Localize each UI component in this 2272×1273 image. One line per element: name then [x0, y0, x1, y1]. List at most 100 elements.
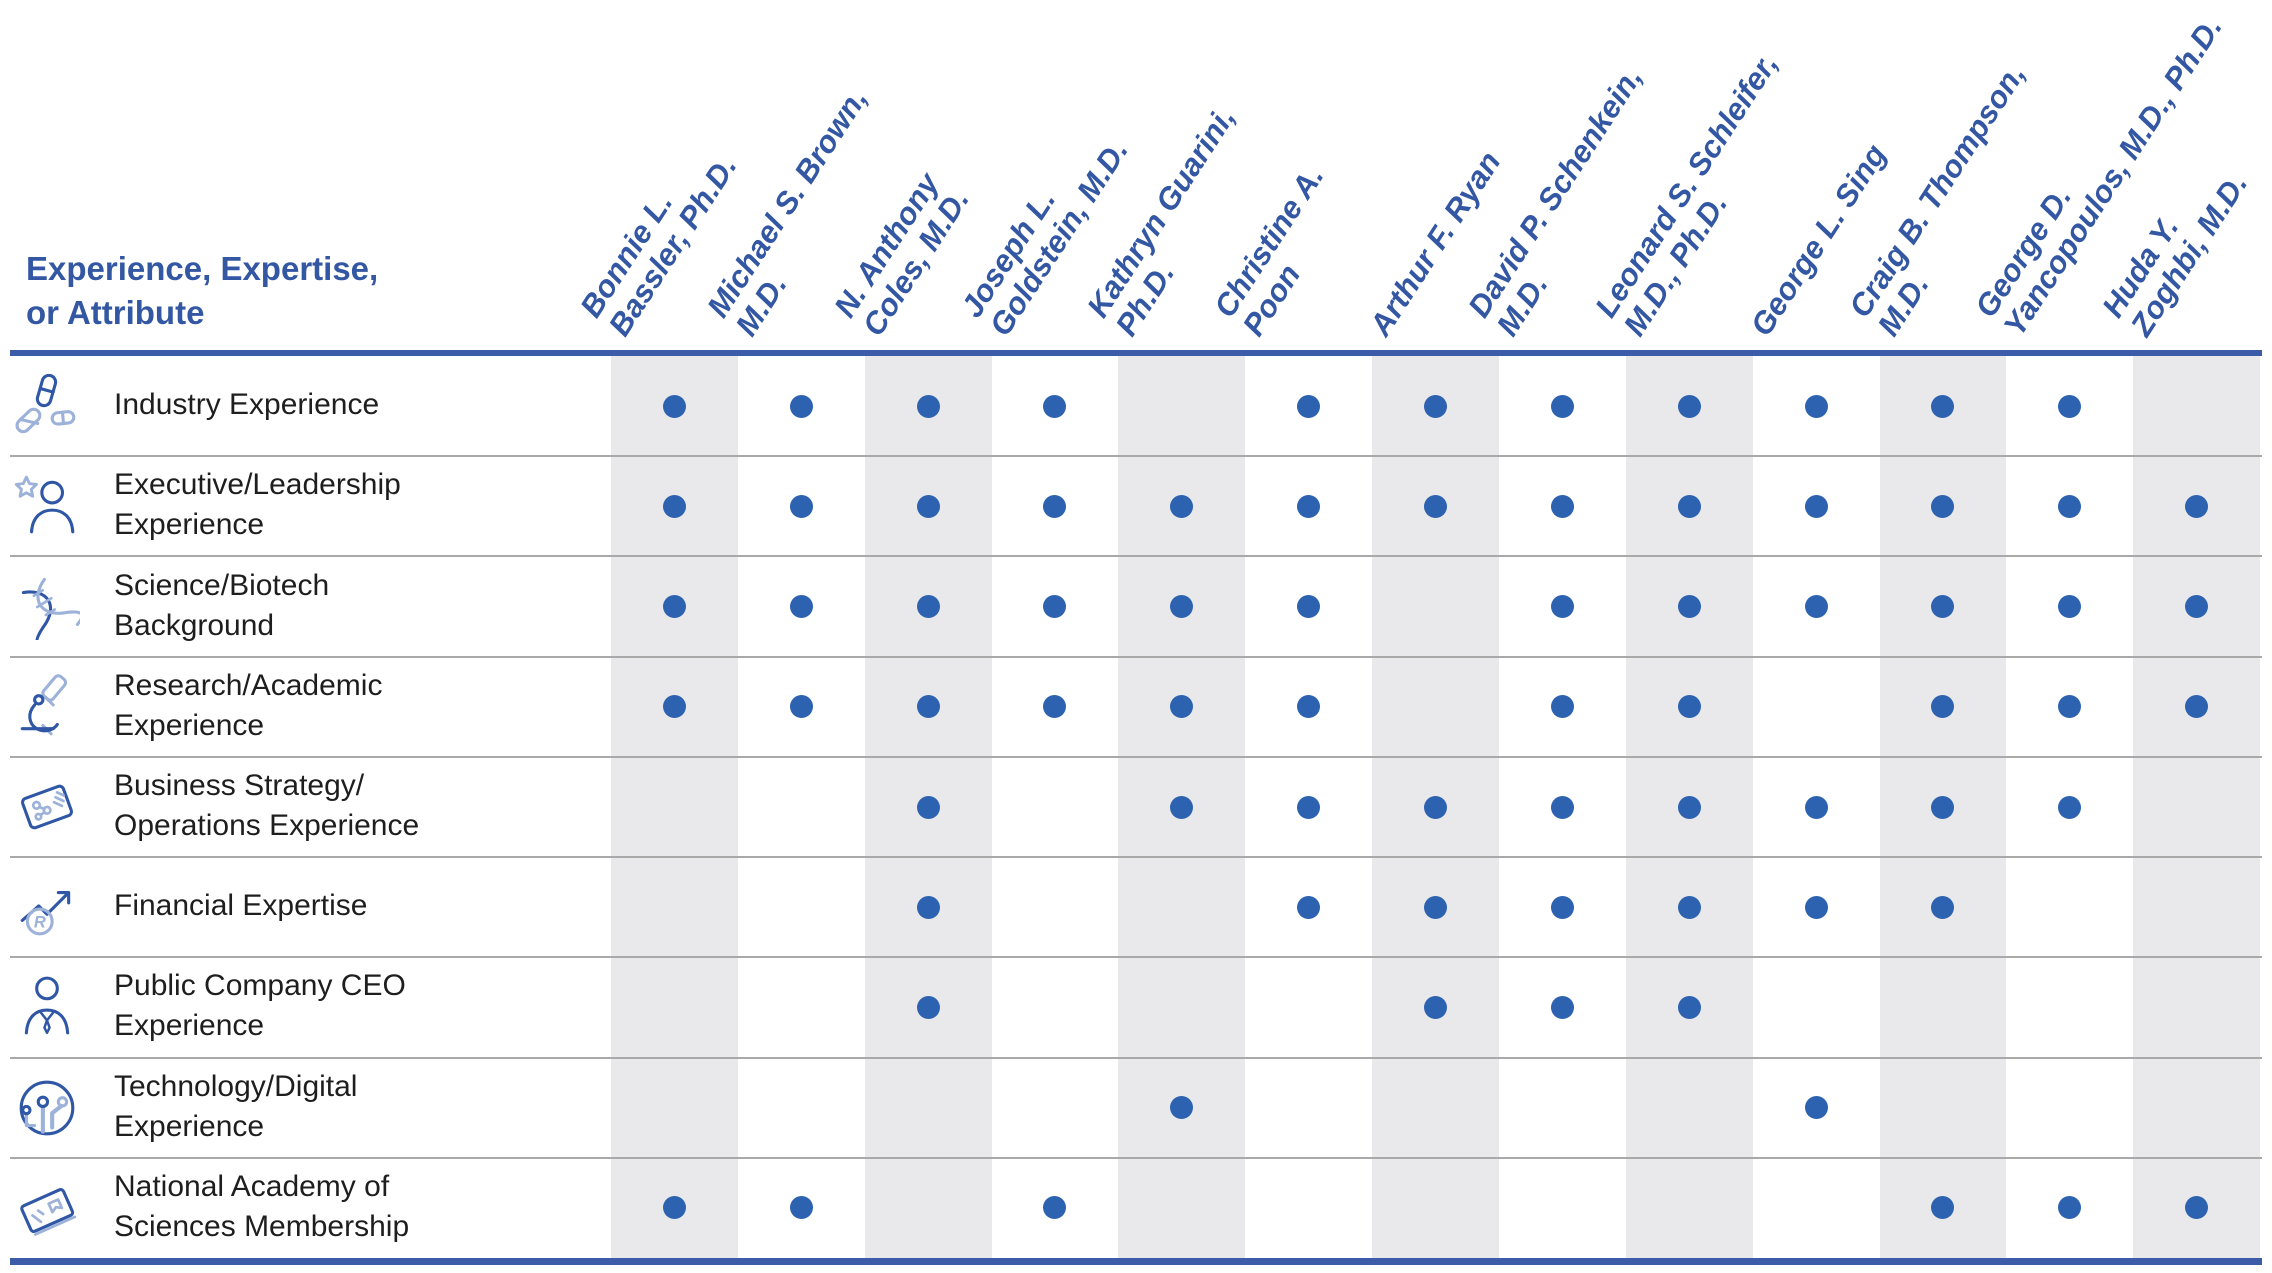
attribute-dot — [1170, 494, 1194, 518]
attribute-dot — [1170, 795, 1194, 819]
row-separator — [10, 655, 2262, 658]
attribute-dot — [2058, 494, 2082, 518]
attribute-dot — [1043, 494, 1067, 518]
attribute-dot — [916, 394, 940, 418]
leader-icon — [14, 476, 75, 534]
row-label-line2: Experience — [114, 708, 265, 742]
attribute-dot — [1931, 895, 1955, 919]
microscope-icon — [20, 673, 68, 736]
attribute-dot — [662, 1196, 686, 1220]
attribute-dot — [1931, 494, 1955, 518]
attribute-dot — [1297, 394, 1321, 418]
academy-icon — [14, 1175, 80, 1241]
attribute-dot — [1550, 695, 1574, 719]
row-label: Research/Academic Experience — [114, 666, 382, 746]
pills-icon — [15, 373, 76, 434]
row-separator — [10, 455, 2262, 458]
attribute-dot — [662, 595, 686, 619]
attribute-dot — [1931, 795, 1955, 819]
row-label: Business Strategy/Operations Experience — [114, 766, 419, 846]
attribute-dot — [916, 995, 940, 1019]
attribute-dot — [2185, 695, 2209, 719]
attribute-dot — [2058, 595, 2082, 619]
attribute-dot — [1677, 695, 1701, 719]
matrix-title-line2: or Attribute — [26, 294, 205, 331]
attribute-dot — [1804, 494, 1828, 518]
attribute-dot — [1043, 595, 1067, 619]
attribute-dot — [1804, 795, 1828, 819]
attribute-dot — [789, 494, 813, 518]
row-label: Financial Expertise — [114, 886, 367, 926]
attribute-dot — [1550, 895, 1574, 919]
pills-icon — [14, 373, 80, 439]
tech-icon — [19, 1080, 75, 1135]
attribute-dot — [1550, 494, 1574, 518]
strategy-icon — [20, 784, 74, 830]
attribute-dot — [1170, 1096, 1194, 1120]
row-label-line1: Executive/Leadership — [114, 468, 401, 502]
attribute-dot — [1677, 494, 1701, 518]
academy-icon — [20, 1187, 77, 1236]
matrix-title: Experience, Expertise, or Attribute — [26, 247, 378, 335]
row-label-line1: Technology/Digital — [114, 1069, 358, 1103]
attribute-dot — [2058, 394, 2082, 418]
attribute-dot — [1931, 695, 1955, 719]
attribute-dot — [789, 1196, 813, 1220]
attribute-dot — [916, 695, 940, 719]
attribute-dot — [1677, 995, 1701, 1019]
row-separator — [10, 856, 2262, 859]
attribute-dot — [916, 795, 940, 819]
attribute-dot — [1424, 494, 1448, 518]
row-label: Industry Experience — [114, 385, 379, 425]
tech-icon — [14, 1075, 80, 1141]
attribute-dot — [1550, 995, 1574, 1019]
dna-icon — [21, 577, 80, 640]
svg-text:R: R — [34, 914, 46, 932]
attribute-dot — [1804, 595, 1828, 619]
attribute-dot — [789, 595, 813, 619]
attribute-dot — [1043, 394, 1067, 418]
attribute-dot — [2185, 1196, 2209, 1220]
row-separator — [10, 956, 2262, 959]
attribute-dot — [1677, 895, 1701, 919]
row-label-line1: National Academy of — [114, 1169, 390, 1203]
column-band — [611, 356, 738, 1258]
attribute-dot — [2185, 595, 2209, 619]
row-label-line1: Financial Expertise — [114, 889, 368, 923]
leader-icon — [14, 473, 80, 539]
attribute-dot — [662, 394, 686, 418]
row-label-line1: Industry Experience — [114, 388, 380, 422]
row-label-line1: Research/Academic — [114, 668, 383, 702]
row-label-line2: Experience — [114, 1109, 265, 1143]
attribute-dot — [916, 494, 940, 518]
row-label: Executive/Leadership Experience — [114, 465, 401, 545]
attribute-dot — [1043, 1196, 1067, 1220]
row-separator — [10, 1056, 2262, 1059]
strategy-icon — [14, 774, 80, 840]
row-label-line2: Background — [114, 608, 275, 642]
attribute-dot — [1677, 394, 1701, 418]
column-band — [2133, 356, 2261, 1258]
attribute-dot — [1170, 595, 1194, 619]
attribute-dot — [1550, 394, 1574, 418]
attribute-dot — [1424, 394, 1448, 418]
row-separator — [10, 1156, 2262, 1159]
row-label: Public Company CEO Experience — [114, 966, 406, 1046]
ceo-icon — [14, 974, 80, 1040]
attribute-dot — [916, 895, 940, 919]
attribute-dot — [1550, 595, 1574, 619]
attribute-dot — [1424, 995, 1448, 1019]
attribute-dot — [1297, 695, 1321, 719]
matrix-title-line1: Experience, Expertise, — [26, 250, 379, 287]
row-label-line1: Public Company CEO — [114, 969, 406, 1003]
attribute-dot — [789, 695, 813, 719]
attribute-dot — [1804, 394, 1828, 418]
finance-icon: R — [20, 891, 71, 936]
attribute-dot — [789, 394, 813, 418]
attribute-dot — [1677, 795, 1701, 819]
attribute-dot — [2058, 695, 2082, 719]
row-label: National Academy of Sciences Membership — [114, 1167, 409, 1247]
header-rule — [10, 350, 2262, 356]
row-separator — [10, 755, 2262, 758]
attribute-dot — [1931, 595, 1955, 619]
